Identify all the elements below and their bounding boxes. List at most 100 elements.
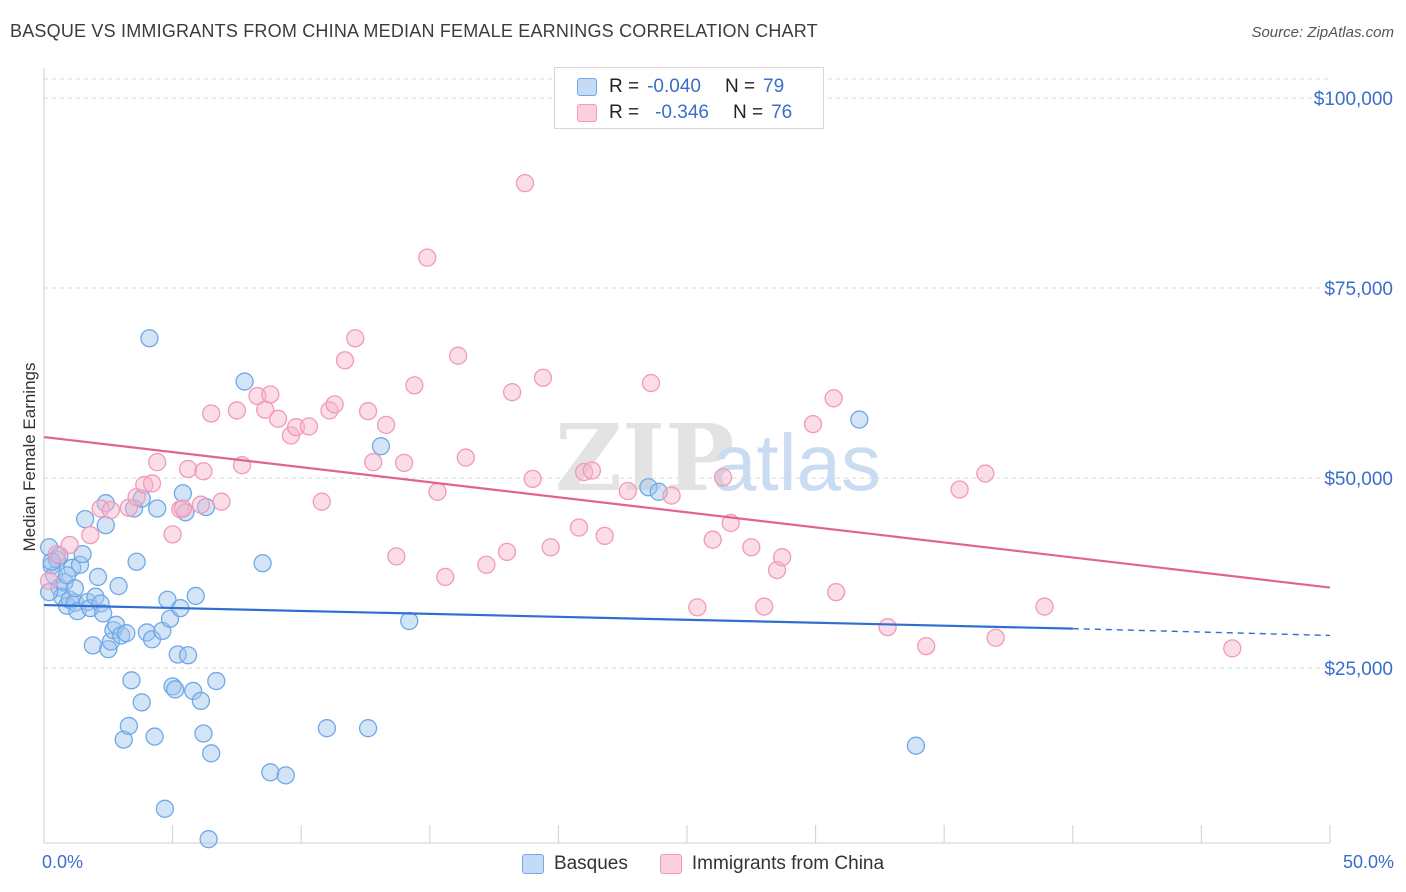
basques-trend-extension [1072, 627, 1331, 637]
y-tick-label: $50,000 [1324, 469, 1393, 490]
basques-point [639, 478, 658, 497]
china-point [142, 474, 162, 493]
legend-swatch-basques [521, 854, 544, 874]
china-point [742, 538, 761, 557]
china-trend-line [43, 435, 1331, 589]
china-point [286, 418, 306, 437]
basques-point [96, 516, 115, 535]
basques-point [194, 724, 213, 743]
basques-points [39, 329, 926, 849]
china-point [60, 535, 79, 555]
x-tick-min: 0.0% [42, 852, 84, 872]
basques-point [184, 681, 203, 701]
china-point [878, 617, 897, 637]
china-point [618, 481, 637, 501]
basques-point [850, 410, 869, 429]
china-point [194, 462, 213, 481]
china-point [582, 461, 601, 480]
basques-point [168, 645, 187, 664]
basques-point [358, 719, 378, 738]
china-point [346, 329, 365, 348]
china-point [387, 547, 406, 566]
legend-label-basques: Basques [553, 853, 628, 874]
r-value: -0.346 [655, 102, 709, 123]
basques-point [70, 555, 90, 574]
china-point [394, 453, 414, 473]
china-point [713, 468, 733, 487]
china-point [541, 538, 560, 557]
axes [43, 68, 1331, 844]
stats-row-basques: R = -0.040 N = 79 [577, 74, 784, 100]
china-point [268, 409, 288, 428]
basques-point [101, 632, 121, 651]
china-point [428, 482, 447, 501]
china-point [1223, 639, 1242, 658]
china-point [595, 526, 614, 546]
chart-source: Source: ZipAtlas.com [1251, 24, 1394, 41]
r-label: R = [609, 76, 640, 97]
y-tick-label: $100,000 [1314, 89, 1393, 110]
china-point [755, 597, 774, 616]
trend-lines [43, 435, 1331, 637]
grid-lines [44, 78, 1330, 669]
china-swatch [577, 104, 597, 122]
basques-point [173, 484, 193, 503]
basques-point [109, 576, 128, 596]
basques-point [906, 736, 926, 755]
china-point [515, 173, 535, 193]
basques-point [94, 604, 113, 623]
basques-point [186, 586, 205, 606]
y-tick-labels: $25,000 $50,000 $75,000 $100,000 [1314, 89, 1393, 680]
basques-point [76, 510, 95, 529]
r-label: R = [609, 102, 640, 123]
china-point [533, 368, 553, 387]
basques-point [163, 677, 182, 696]
china-point [436, 567, 455, 587]
china-point [299, 417, 319, 436]
basques-point [127, 552, 146, 571]
legend-item-china: Immigrants from China [659, 853, 884, 875]
china-point [502, 383, 522, 402]
basques-point [261, 763, 280, 782]
china-point [950, 480, 969, 499]
watermark: ZIP atlas [555, 404, 881, 512]
china-point [703, 530, 722, 549]
basques-point [122, 671, 141, 690]
legend-swatch-china [659, 854, 682, 874]
basques-point [148, 499, 167, 518]
china-point [477, 555, 496, 574]
china-point [456, 448, 475, 467]
basques-point [140, 329, 159, 348]
china-point [986, 628, 1005, 647]
china-point [178, 459, 198, 479]
china-point [523, 469, 542, 489]
y-tick-label: $25,000 [1324, 659, 1393, 680]
china-point [976, 464, 995, 483]
basques-point [253, 554, 272, 573]
n-label: N = [732, 102, 764, 123]
n-label: N = [724, 76, 756, 97]
basques-point [65, 579, 85, 598]
china-point [148, 452, 167, 472]
basques-point [166, 680, 185, 699]
watermark-atlas: atlas [712, 418, 881, 507]
basques-point [178, 646, 198, 665]
stats-row-china: R = -0.346 N = 76 [577, 100, 792, 126]
china-point [312, 492, 331, 511]
legend-item-basques: Basques [521, 853, 628, 875]
basques-point [155, 799, 175, 818]
china-point [448, 346, 468, 365]
basques-point [191, 691, 211, 710]
china-point [662, 486, 681, 505]
basques-point [207, 671, 226, 691]
r-value: -0.040 [647, 76, 701, 97]
basques-point [132, 693, 151, 712]
basques-point [371, 437, 391, 456]
basques-point [235, 372, 254, 391]
china-point [47, 544, 67, 564]
china-point [261, 385, 280, 404]
chart-title: BASQUE VS IMMIGRANTS FROM CHINA MEDIAN F… [10, 21, 818, 41]
china-point [364, 452, 383, 472]
china-point [81, 525, 100, 545]
